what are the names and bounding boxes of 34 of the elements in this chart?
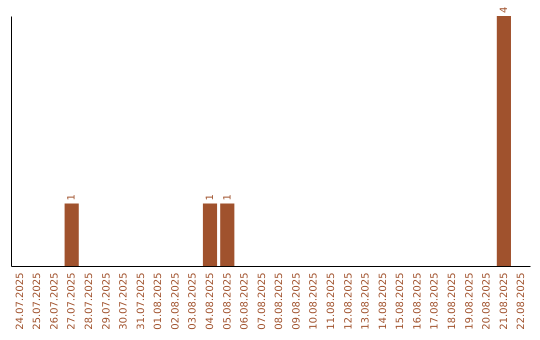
- x-tick-label: 30.07.2025: [118, 272, 130, 330]
- data-label: 4: [498, 6, 510, 13]
- x-tick-label: 14.08.2025: [378, 272, 389, 330]
- x-tick-label: 06.08.2025: [240, 272, 251, 330]
- x-tick-label: 15.08.2025: [395, 272, 406, 330]
- x-tick-label: 31.07.2025: [136, 272, 147, 330]
- x-tick-label: 18.08.2025: [447, 272, 458, 330]
- x-tick-label: 25.07.2025: [32, 272, 44, 330]
- x-tick-label: 01.08.2025: [153, 272, 164, 330]
- x-tick-label: 11.08.2025: [326, 272, 338, 330]
- x-tick-label: 13.08.2025: [360, 272, 372, 330]
- x-tick-label: 16.08.2025: [412, 272, 424, 330]
- x-tick-label: 05.08.2025: [222, 272, 234, 330]
- x-tick-label: 10.08.2025: [308, 272, 320, 330]
- data-label: 1: [204, 194, 216, 200]
- x-tick-label: 20.08.2025: [482, 272, 493, 330]
- x-tick-label: 26.07.2025: [49, 272, 60, 330]
- data-label: 1: [66, 194, 78, 200]
- x-tick-label: 08.08.2025: [274, 272, 286, 330]
- x-tick-label: 22.08.2025: [516, 272, 528, 330]
- x-tick-label: 21.08.2025: [498, 272, 510, 330]
- x-tick-label: 04.08.2025: [204, 272, 216, 330]
- x-tick-label: 19.08.2025: [464, 272, 476, 330]
- x-tick-label: 07.08.2025: [256, 272, 268, 330]
- x-tick-label: 03.08.2025: [188, 272, 199, 330]
- x-tick-label: 24.07.2025: [14, 272, 26, 330]
- x-tick-label: 09.08.2025: [291, 272, 302, 330]
- x-tick-label: 17.08.2025: [430, 272, 441, 330]
- x-tick-label: 28.07.2025: [84, 272, 95, 330]
- x-tick-label: 12.08.2025: [343, 272, 354, 330]
- x-tick-label: 02.08.2025: [170, 272, 182, 330]
- data-label: 1: [222, 194, 234, 200]
- x-tick-label: 27.07.2025: [66, 272, 78, 330]
- x-tick-label: 29.07.2025: [101, 272, 112, 330]
